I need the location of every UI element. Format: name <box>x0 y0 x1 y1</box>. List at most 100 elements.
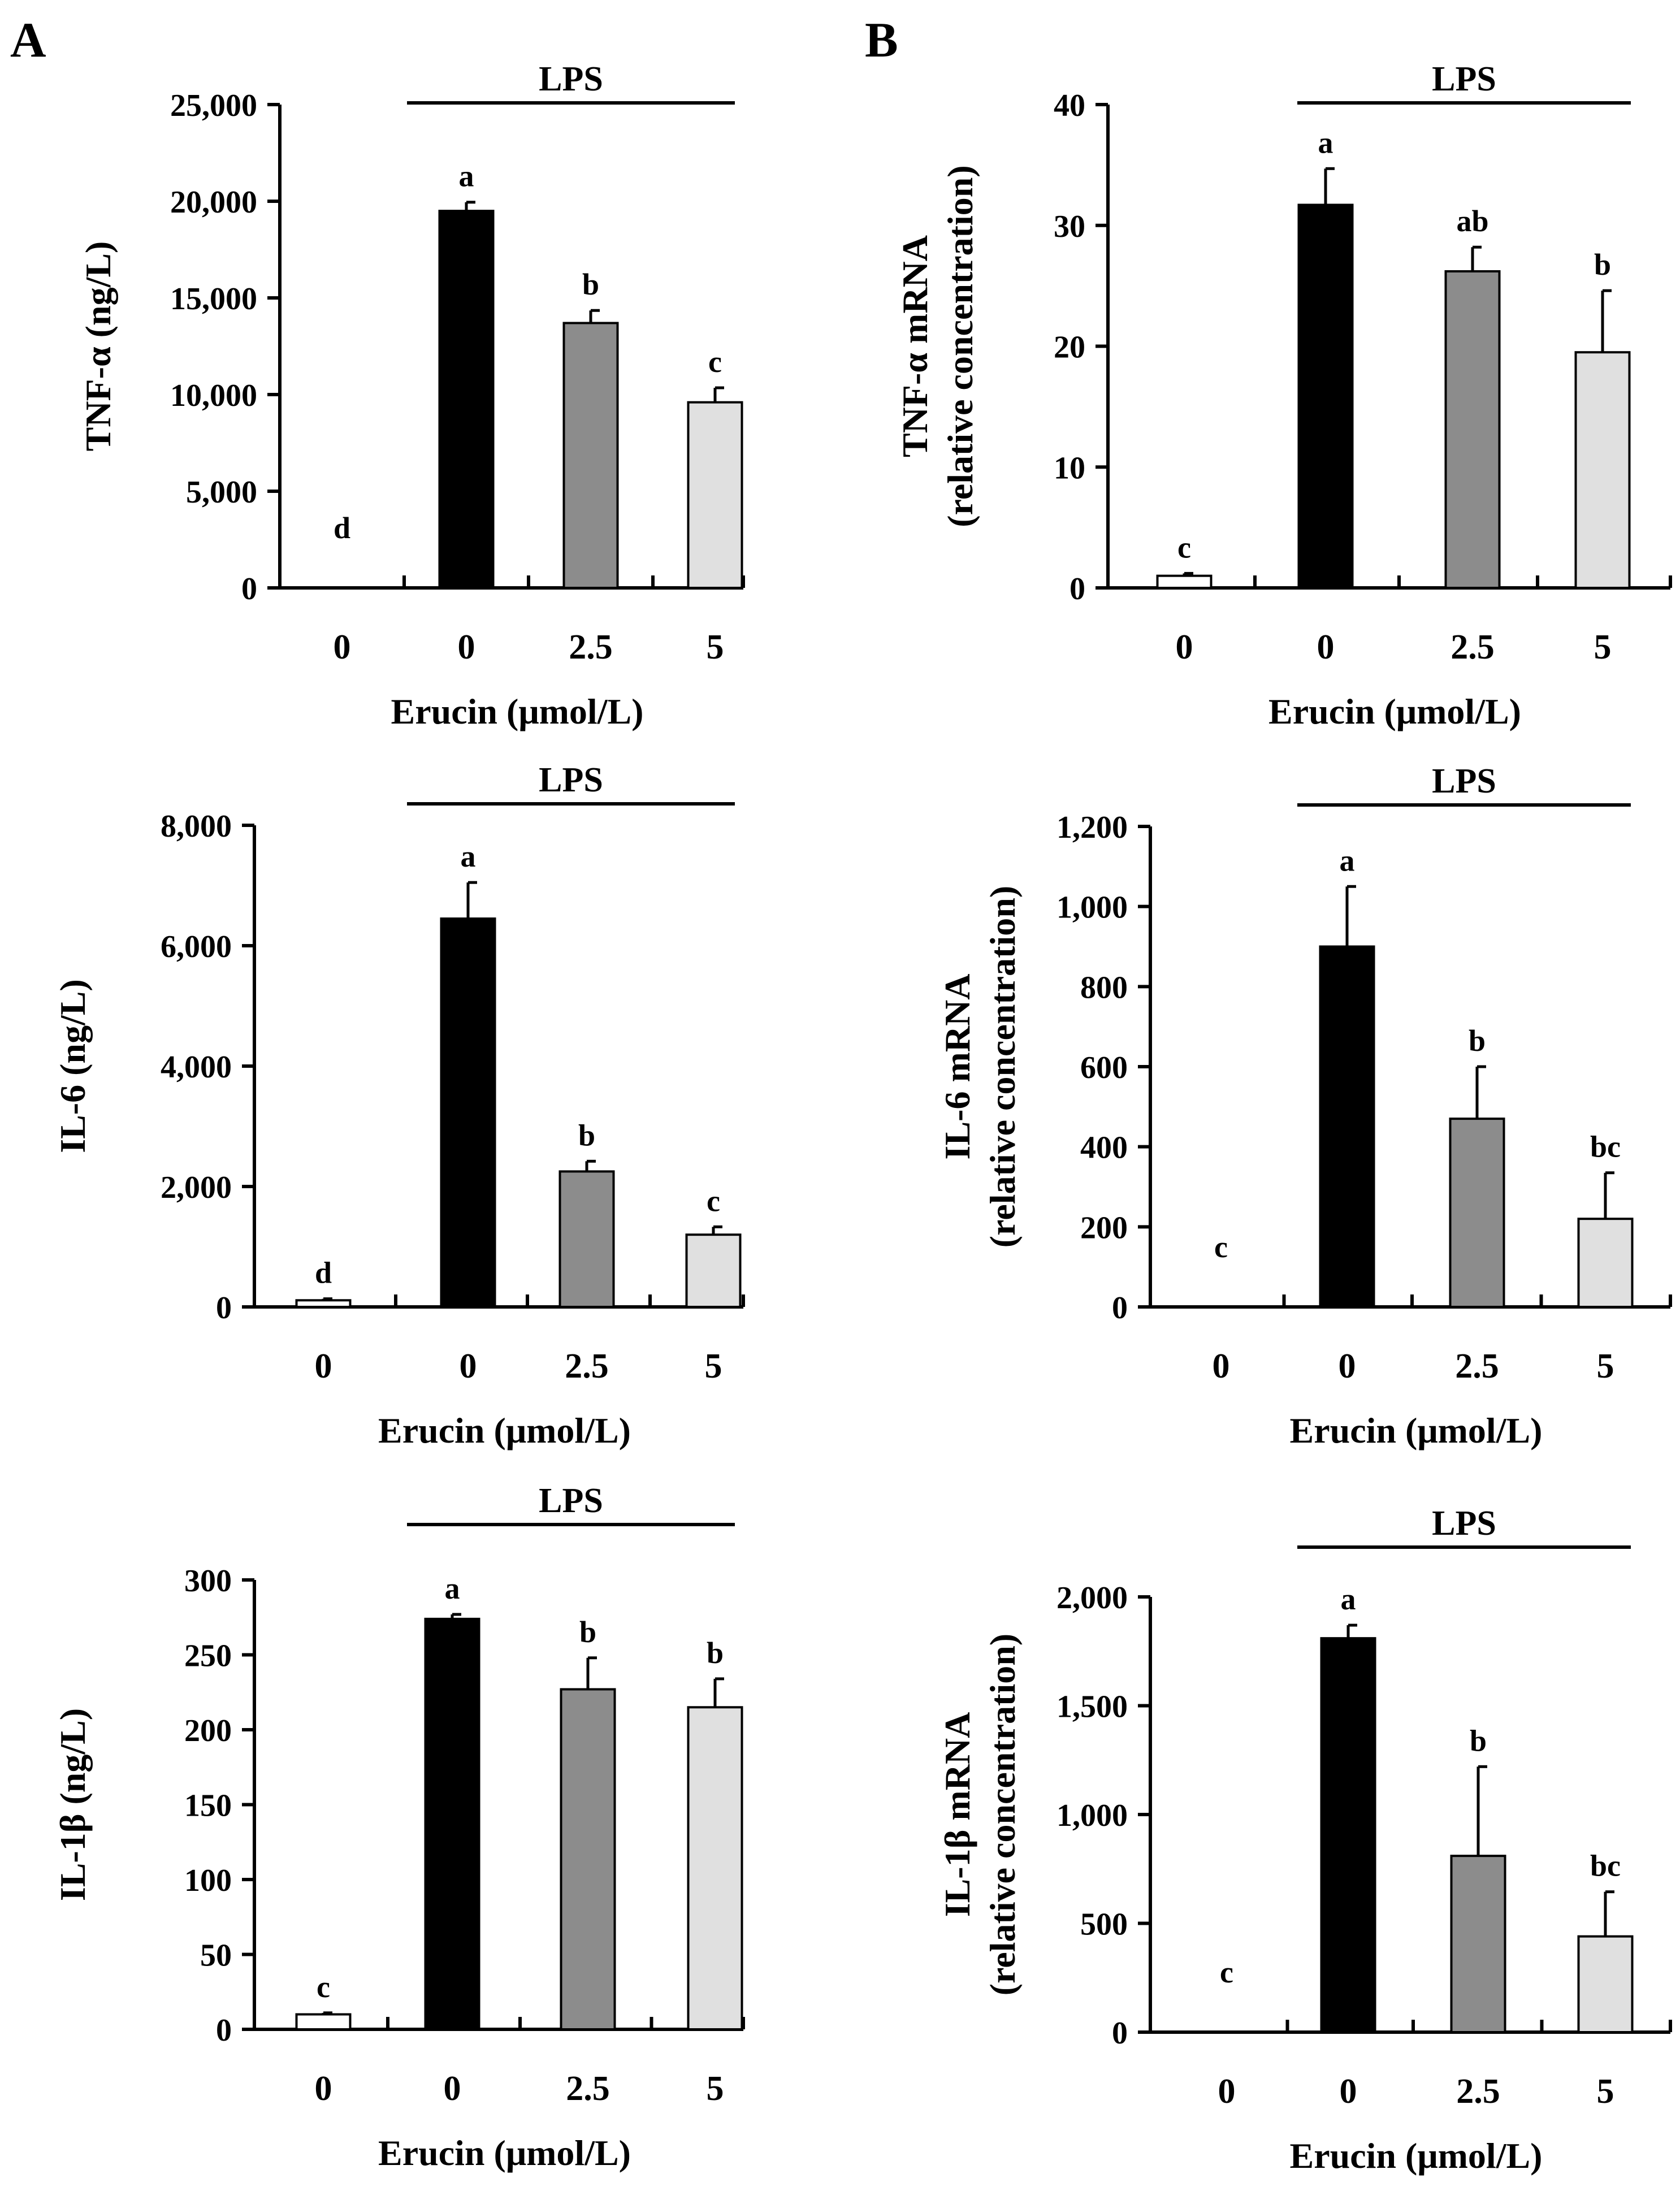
x-tick-label: 0 <box>315 2069 332 2108</box>
x-tick-label: 0 <box>1213 1347 1230 1385</box>
x-axis-title: Erucin (μmol/L) <box>1268 691 1521 731</box>
x-axis-title: Erucin (μmol/L) <box>1290 2136 1543 2176</box>
significance-letter: c <box>1214 1230 1228 1264</box>
x-tick-label: 0 <box>444 2069 461 2108</box>
y-tick-label: 150 <box>184 1789 232 1824</box>
bar <box>1156 574 1213 589</box>
y-axis-title: IL-1β mRNA <box>937 1712 977 1917</box>
x-tick-label: 0 <box>458 628 475 666</box>
y-tick-label: 40 <box>1054 88 1085 123</box>
chart-b1: LPS 0 10 20 30 40 c 0 a 0 ab 2.5 b 5 Erucin (μmol/L) TN… <box>895 60 1672 731</box>
y-tick-label: 500 <box>1080 1907 1128 1942</box>
significance-letter: ab <box>1456 204 1488 238</box>
lps-label: LPS <box>539 761 603 799</box>
y-tick-label: 4,000 <box>161 1050 232 1085</box>
y-tick-label: 10 <box>1054 451 1085 486</box>
significance-letter: d <box>315 1256 332 1290</box>
bar <box>562 322 619 590</box>
x-tick-label: 2.5 <box>569 628 613 666</box>
significance-letter: a <box>445 1571 460 1605</box>
x-axis-title: Erucin (μmol/L) <box>1290 1410 1543 1450</box>
bar <box>440 917 496 1308</box>
y-tick-label: 50 <box>200 1938 232 1973</box>
significance-letter: d <box>334 511 350 545</box>
x-tick-label: 0 <box>1339 1347 1356 1385</box>
y-tick-label: 6,000 <box>161 929 232 964</box>
significance-letter: c <box>1177 530 1191 564</box>
x-tick-label: 0 <box>1218 2072 1236 2111</box>
lps-label: LPS <box>1432 60 1496 98</box>
significance-letter: bc <box>1590 1130 1621 1164</box>
chart-a2: LPS 0 2,000 4,000 6,000 8,000 d 0 a 0 b 2.5 c 5 Erucin… <box>53 761 745 1450</box>
bar <box>424 1617 480 2030</box>
y-tick-label: 20,000 <box>170 185 257 220</box>
y-tick-label: 30 <box>1054 209 1085 244</box>
lps-label: LPS <box>1432 762 1496 800</box>
bar <box>1319 945 1375 1308</box>
y-tick-label: 1,000 <box>1057 890 1128 925</box>
x-tick-label: 0 <box>334 628 351 666</box>
y-tick-label: 0 <box>216 1291 232 1326</box>
lps-label: LPS <box>1432 1504 1496 1543</box>
significance-letter: bc <box>1590 1849 1621 1883</box>
significance-letter: a <box>461 839 476 873</box>
bar <box>1450 1855 1506 2033</box>
y-tick-label: 300 <box>184 1564 232 1599</box>
y-tick-label: 0 <box>1112 2016 1128 2051</box>
y-axis-title: (relative concentration) <box>982 1634 1023 1995</box>
bar <box>295 2013 352 2030</box>
y-axis-title: (relative concentration) <box>940 165 980 527</box>
significance-letter: c <box>708 345 722 379</box>
chart-a1: LPS 0 5,000 10,000 15,000 20,000 25,000 d 0 a 0 b 2.… <box>78 60 745 731</box>
significance-letter: b <box>578 1118 595 1152</box>
y-axis-title: IL-6 (ng/L) <box>53 979 93 1153</box>
bar <box>558 1170 615 1308</box>
panel-label-a: A <box>10 13 46 68</box>
bar <box>1577 1218 1634 1309</box>
bar <box>687 1706 743 2030</box>
significance-letter: b <box>1594 248 1611 282</box>
y-tick-label: 800 <box>1080 970 1128 1005</box>
x-tick-label: 2.5 <box>1456 2072 1500 2111</box>
x-tick-label: 0 <box>1176 628 1193 666</box>
x-tick-label: 0 <box>1340 2072 1357 2111</box>
x-tick-label: 5 <box>705 1347 722 1385</box>
y-tick-label: 5,000 <box>186 475 257 510</box>
y-tick-label: 1,200 <box>1057 810 1128 845</box>
bar <box>1444 270 1501 590</box>
significance-letter: b <box>1470 1724 1487 1757</box>
x-axis-title: Erucin (μmol/L) <box>391 691 644 731</box>
y-tick-label: 20 <box>1054 330 1085 365</box>
bar <box>685 1233 742 1308</box>
y-tick-label: 10,000 <box>170 378 257 413</box>
x-tick-label: 0 <box>315 1347 332 1385</box>
x-tick-label: 2.5 <box>565 1347 609 1385</box>
significance-letter: c <box>317 1970 330 2004</box>
x-tick-label: 0 <box>460 1347 477 1385</box>
y-tick-label: 2,000 <box>1057 1581 1128 1616</box>
y-tick-label: 200 <box>1080 1210 1128 1245</box>
y-axis-title: (relative concentration) <box>982 886 1023 1248</box>
x-axis-title: Erucin (μmol/L) <box>378 1410 631 1450</box>
y-tick-label: 0 <box>216 2013 232 2048</box>
significance-letter: a <box>1340 843 1355 877</box>
y-tick-label: 0 <box>241 571 257 607</box>
x-tick-label: 5 <box>1597 1347 1614 1385</box>
y-axis-title: IL-1β (ng/L) <box>53 1708 93 1901</box>
chart-a3: LPS 0 50 100 150 200 250 300 c 0 a 0 b 2.5 b 5 Erucin (μ… <box>53 1482 745 2173</box>
y-tick-label: 15,000 <box>170 282 257 317</box>
x-axis-title: Erucin (μmol/L) <box>378 2133 631 2173</box>
y-axis-title: TNF-α mRNA <box>895 235 935 457</box>
x-tick-label: 2.5 <box>566 2069 610 2108</box>
bar <box>1297 203 1354 590</box>
y-tick-label: 600 <box>1080 1050 1128 1085</box>
x-tick-label: 0 <box>1317 628 1335 666</box>
bar <box>438 210 495 590</box>
bar <box>687 401 743 589</box>
significance-letter: c <box>1220 1955 1233 1989</box>
bar <box>295 1299 352 1308</box>
y-tick-label: 25,000 <box>170 88 257 123</box>
chart-b2: LPS 0 200 400 600 800 1,000 1,200 c 0 a 0 b 2.5 bc 5 Eru… <box>937 762 1672 1450</box>
bar <box>560 1688 616 2030</box>
